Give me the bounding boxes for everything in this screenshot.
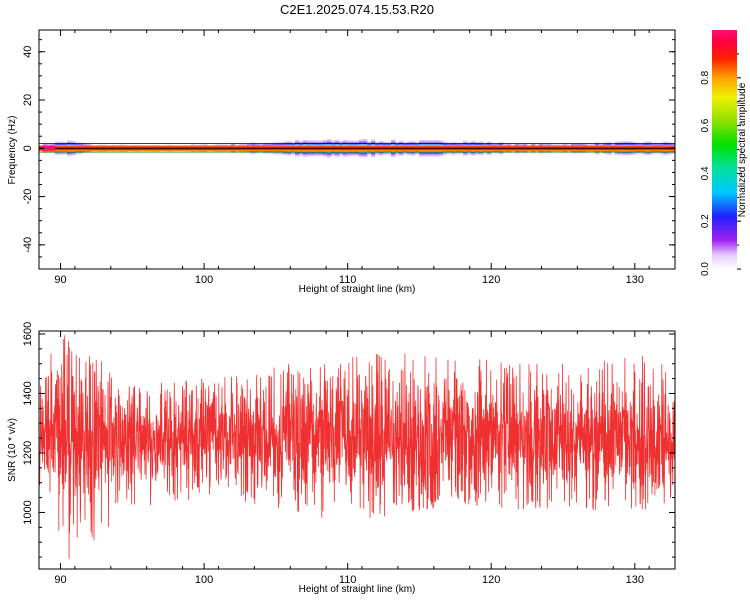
spectrogram-xtick-label: 90	[54, 274, 66, 286]
spectrogram-ytick-label: 40	[22, 46, 34, 58]
colorbar-tick-label: 0.8	[700, 70, 711, 84]
spectrogram-frame	[38, 29, 676, 270]
colorbar-tick-label: 0.0	[700, 262, 711, 276]
spectrogram-panel: 90 100 110 120 130 -40 -20 0 20 40 Height of stra…	[7, 29, 676, 295]
snr-panel: 90 100 110 120 130 1000 1200 1400 1600 Height of…	[7, 322, 676, 595]
spectrogram-xlabel: Height of straight line (km)	[299, 284, 416, 295]
snr-ytick-label: 1200	[22, 441, 34, 465]
spectrogram-ytick-label: 0	[22, 145, 34, 151]
spectrogram-ytick-label: -40	[22, 237, 34, 253]
colorbar: 0.0 0.2 0.4 0.6 0.8 Normalized spectral ampl…	[700, 30, 748, 276]
spectrogram-axes: 90 100 110 120 130 -40 -20 0 20 40	[22, 30, 675, 286]
snr-ytick-label: 1000	[22, 500, 34, 524]
snr-xtick-label: 100	[195, 574, 213, 586]
snr-xtick-label: 130	[626, 574, 644, 586]
colorbar-gradient	[712, 30, 737, 269]
colorbar-label: Normalized spectral amplitude	[737, 82, 748, 217]
snr-ylabel: SNR (10 * v/v)	[7, 418, 18, 482]
snr-frame	[38, 330, 676, 570]
colorbar-tick-label: 0.2	[700, 214, 711, 228]
snr-xlabel: Height of straight line (km)	[299, 584, 416, 595]
spectrogram-xtick-label: 120	[482, 274, 500, 286]
band-core-start	[41, 145, 55, 151]
snr-xtick-label: 120	[482, 574, 500, 586]
snr-series-line	[39, 335, 675, 559]
colorbar-ticks: 0.0 0.2 0.4 0.6 0.8	[700, 53, 741, 276]
snr-axes: 90 100 110 120 130 1000 1200 1400 1600	[22, 322, 675, 586]
figure-title: C2E1.2025.074.15.53.R20	[280, 2, 434, 17]
spectral-band	[39, 138, 675, 158]
colorbar-tick-label: 0.6	[700, 118, 711, 132]
spectrogram-ytick-label: 20	[22, 94, 34, 106]
snr-xtick-label: 110	[339, 574, 357, 586]
spectrogram-ytick-label: -20	[22, 189, 34, 205]
snr-ytick-label: 1400	[22, 381, 34, 405]
spectrogram-xtick-label: 100	[195, 274, 213, 286]
spectrogram-xtick-label: 110	[339, 274, 357, 286]
colorbar-tick-label: 0.4	[700, 166, 711, 180]
spectrogram-xtick-label: 130	[626, 274, 644, 286]
snr-xtick-label: 90	[54, 574, 66, 586]
spectrogram-ylabel: Frequency (Hz)	[7, 116, 18, 185]
snr-ytick-label: 1600	[22, 322, 34, 346]
